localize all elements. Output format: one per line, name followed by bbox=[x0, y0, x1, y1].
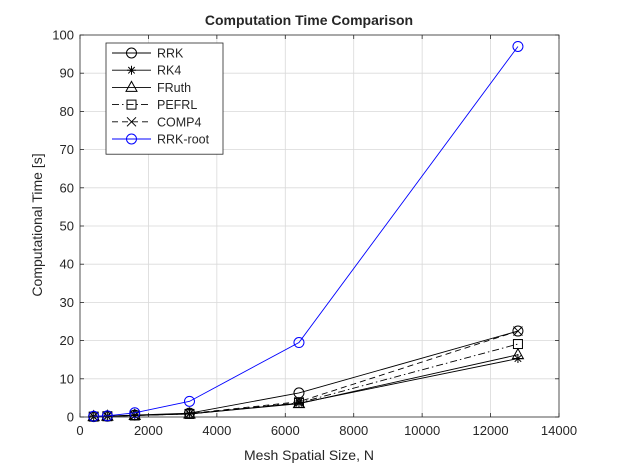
y-tick-label: 60 bbox=[60, 180, 74, 195]
y-tick-label: 0 bbox=[67, 410, 74, 425]
legend-item: RRK bbox=[112, 47, 184, 61]
data-point bbox=[512, 339, 523, 350]
data-point bbox=[512, 40, 524, 52]
legend-marker bbox=[126, 133, 137, 145]
y-tick-label: 20 bbox=[60, 333, 74, 348]
series-layer bbox=[87, 40, 525, 423]
legend-marker bbox=[126, 99, 137, 110]
legend-item: FRuth bbox=[112, 80, 191, 95]
legend-label: RK4 bbox=[157, 64, 181, 78]
data-point bbox=[129, 407, 141, 419]
legend-label: RRK bbox=[157, 47, 184, 61]
legend-item: PEFRL bbox=[112, 98, 197, 112]
data-point bbox=[294, 396, 304, 407]
legend-item: RK4 bbox=[112, 64, 181, 78]
y-tick-label: 50 bbox=[60, 219, 74, 234]
legend-marker bbox=[125, 80, 138, 92]
data-point bbox=[513, 326, 523, 336]
axis-ticks: 0 2000 4000 6000 8000 10000 12000 14000 0 10 20 30 4… bbox=[52, 28, 577, 439]
legend-label: PEFRL bbox=[157, 98, 197, 112]
legend-marker bbox=[126, 116, 137, 127]
legend-label: COMP4 bbox=[157, 115, 202, 129]
series-line bbox=[93, 46, 519, 417]
plot-frame bbox=[79, 34, 560, 418]
chart-title: Computation Time Comparison bbox=[205, 12, 413, 28]
data-point bbox=[184, 408, 195, 419]
series-rrk-root bbox=[88, 40, 524, 422]
x-tick-label: 10000 bbox=[404, 423, 440, 438]
y-axis-label: Computational Time [s] bbox=[29, 153, 45, 296]
y-tick-label: 90 bbox=[60, 66, 74, 81]
y-tick-label: 100 bbox=[52, 28, 74, 43]
data-point bbox=[512, 325, 524, 337]
x-tick-label: 12000 bbox=[472, 423, 508, 438]
y-tick-label: 40 bbox=[60, 257, 74, 272]
x-tick-label: 2000 bbox=[134, 423, 163, 438]
legend: RRK RK4 FRuth PEFRL COMP4 RRK-root bbox=[105, 42, 224, 155]
legend-label: RRK-root bbox=[157, 133, 210, 147]
x-axis-label: Mesh Spatial Size, N bbox=[244, 447, 374, 463]
y-tick-label: 10 bbox=[60, 371, 74, 386]
x-tick-label: 4000 bbox=[202, 423, 231, 438]
x-tick-label: 8000 bbox=[339, 423, 368, 438]
data-point bbox=[511, 347, 525, 360]
data-point bbox=[293, 397, 304, 408]
data-point bbox=[183, 395, 195, 407]
legend-marker bbox=[126, 47, 137, 59]
y-tick-label: 30 bbox=[60, 295, 74, 310]
x-tick-label: 6000 bbox=[271, 423, 300, 438]
legend-label: FRuth bbox=[157, 81, 191, 95]
y-tick-label: 70 bbox=[60, 142, 74, 157]
data-point bbox=[101, 410, 113, 422]
data-point bbox=[88, 410, 100, 422]
x-tick-label: 0 bbox=[76, 423, 83, 438]
data-point bbox=[293, 337, 305, 349]
legend-marker bbox=[127, 65, 136, 75]
y-tick-label: 80 bbox=[60, 104, 74, 119]
legend-item: RRK-root bbox=[112, 133, 210, 147]
legend-box bbox=[105, 42, 224, 155]
legend-item: COMP4 bbox=[112, 115, 202, 129]
x-tick-label: 14000 bbox=[541, 423, 577, 438]
